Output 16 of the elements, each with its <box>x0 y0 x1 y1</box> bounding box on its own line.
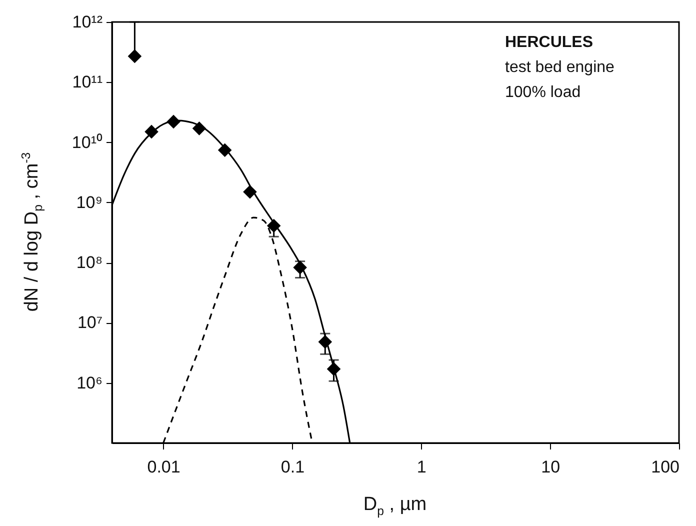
y-tick-label: 10⁹ <box>76 192 102 212</box>
y-tick-label: 10¹¹ <box>72 72 103 92</box>
y-tick-label: 10⁶ <box>76 373 102 392</box>
annotation: HERCULES <box>505 33 594 53</box>
y-tick-label: 10¹⁰ <box>72 132 102 152</box>
x-tick-label: 0.01 <box>147 458 180 476</box>
x-tick-label: 100 <box>651 458 680 476</box>
x-tick-label: 1 <box>416 458 426 476</box>
x-axis-title: D$_{p}$ , µm <box>363 494 427 518</box>
x-tick-label: 10 <box>541 458 560 476</box>
annotation: 100% load <box>505 83 582 103</box>
x-tick-label: 0.1 <box>280 458 305 476</box>
y-tick-label: 10⁸ <box>76 253 102 272</box>
y-tick-label: 10¹² <box>72 12 103 32</box>
annotation: test bed engine <box>505 58 614 78</box>
y-tick-label: 10⁷ <box>77 313 102 332</box>
